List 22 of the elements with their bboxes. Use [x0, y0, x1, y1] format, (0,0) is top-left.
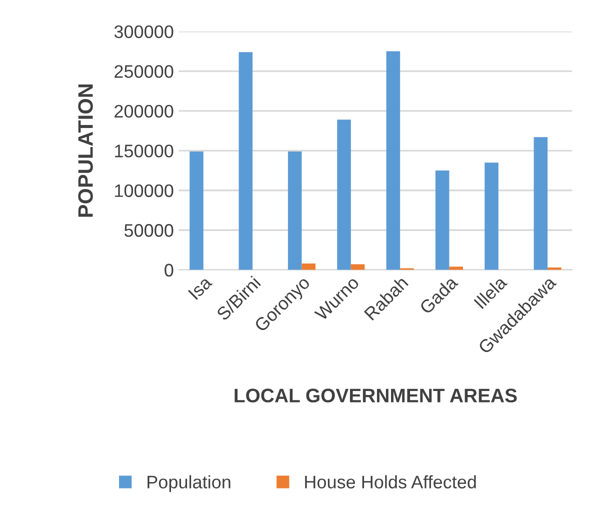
y-tick-label: 200000	[114, 104, 174, 118]
legend-label: House Holds Affected	[305, 475, 476, 488]
bar	[484, 162, 498, 270]
y-tick-label: 250000	[114, 65, 174, 78]
bar	[449, 266, 464, 270]
x-tick-label: Isa	[188, 275, 213, 300]
bar	[534, 137, 548, 270]
y-tick-label: 100000	[115, 184, 174, 198]
bar	[302, 264, 316, 270]
bar	[386, 51, 400, 270]
bar	[190, 151, 204, 270]
y-axis-title: POPULATION	[78, 84, 93, 217]
bar	[238, 52, 253, 270]
bar	[288, 151, 302, 270]
y-tick-label: 300000	[114, 25, 174, 38]
x-axis-title: LOCAL GOVERNMENT AREAS	[234, 388, 517, 402]
bar	[435, 170, 450, 270]
bar	[337, 120, 351, 270]
y-tick-label: 0	[164, 264, 174, 277]
legend-label: Population	[148, 475, 230, 492]
y-tick-label: 50000	[124, 224, 174, 237]
y-tick-label: 150000	[115, 144, 174, 158]
